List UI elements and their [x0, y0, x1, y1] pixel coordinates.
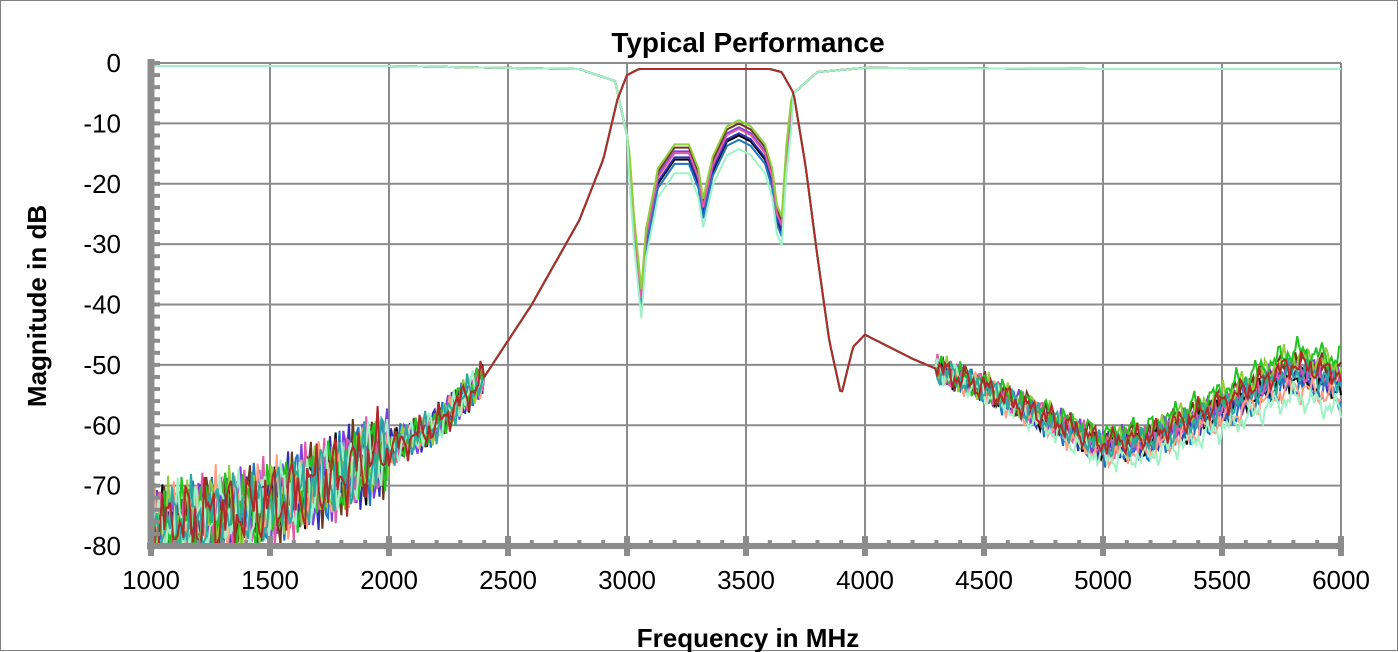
x-tick-label: 2500 [479, 565, 537, 595]
y-tick-label: -50 [83, 350, 121, 380]
x-tick-label: 6000 [1312, 565, 1370, 595]
x-axis-title: Frequency in MHz [637, 623, 859, 652]
y-tick-label: -20 [83, 169, 121, 199]
y-tick-label: -40 [83, 290, 121, 320]
y-tick-label: -70 [83, 471, 121, 501]
x-tick-label: 1000 [122, 565, 180, 595]
x-tick-label: 5000 [1074, 565, 1132, 595]
y-tick-label: 0 [107, 48, 121, 78]
y-tick-label: -60 [83, 410, 121, 440]
series-layer [150, 65, 1342, 550]
y-tick-label: -10 [83, 108, 121, 138]
y-tick-label: -80 [83, 531, 121, 561]
x-tick-label: 3500 [717, 565, 775, 595]
transmission-series-line [150, 68, 1342, 549]
chart-title: Typical Performance [611, 27, 884, 58]
x-tick-label: 5500 [1193, 565, 1251, 595]
x-tick-label: 4500 [955, 565, 1013, 595]
y-tick-label: -30 [83, 229, 121, 259]
tick-label-layer: 1000 1500 2000 2500 3000 3500 4000 4500 5000 5500… [83, 48, 1370, 595]
reflection-series-line [151, 65, 1341, 319]
axis-layer [147, 59, 1344, 556]
y-axis-title: Magnitude in dB [22, 205, 52, 407]
x-tick-label: 1500 [241, 565, 299, 595]
x-tick-label: 4000 [836, 565, 894, 595]
x-tick-label: 2000 [360, 565, 418, 595]
grid-layer [151, 62, 1342, 546]
x-tick-label: 3000 [598, 565, 656, 595]
